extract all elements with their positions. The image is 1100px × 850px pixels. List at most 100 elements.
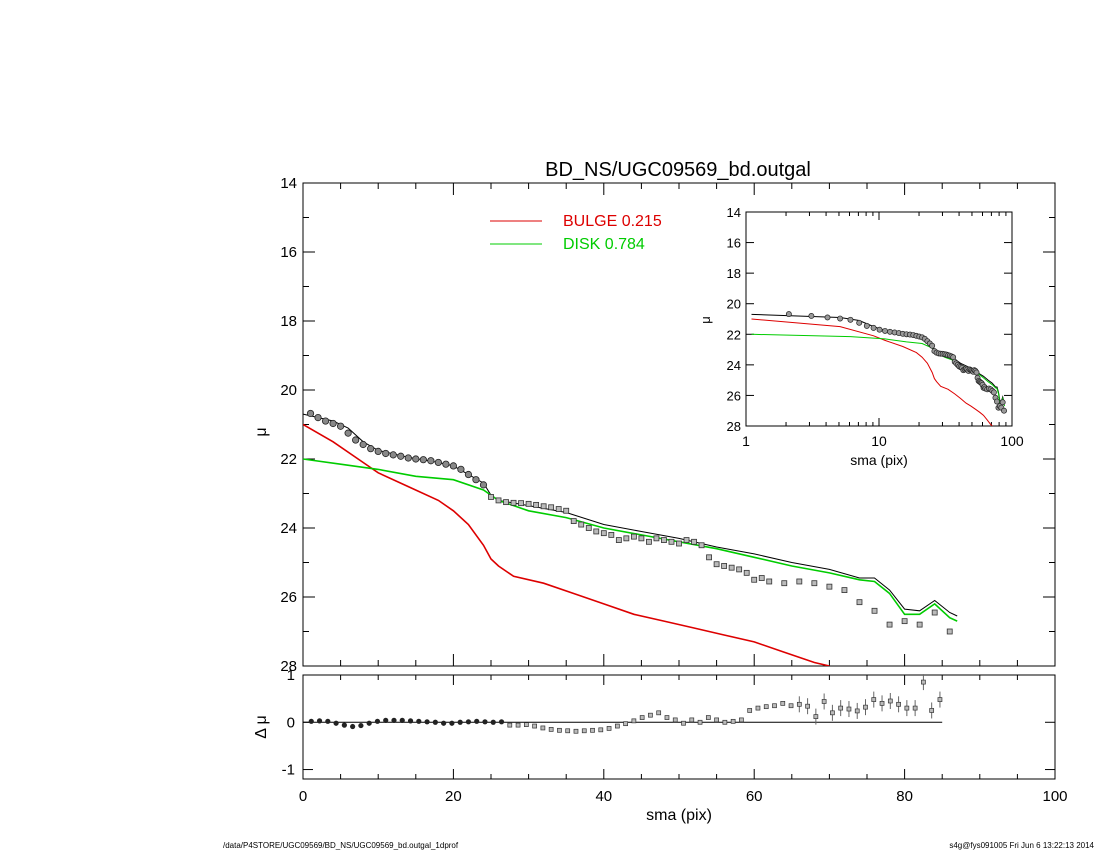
data-point	[871, 607, 878, 614]
residual-point	[689, 717, 695, 723]
data-point	[901, 618, 908, 625]
inset-xtick-label: 100	[1000, 433, 1024, 449]
data-point	[661, 537, 667, 543]
main-ytick-label: 20	[280, 382, 297, 399]
residual-point	[830, 710, 835, 716]
residual-point	[623, 721, 628, 727]
residual-point	[316, 718, 323, 724]
inset-data-point	[994, 398, 1000, 405]
data-point	[856, 599, 863, 606]
main-ylabel: μ	[253, 427, 270, 436]
inset-ytick-label: 16	[727, 236, 741, 251]
residual-point	[846, 706, 852, 712]
data-point	[766, 578, 773, 585]
residual-xtick-label: 20	[445, 788, 462, 805]
data-point	[533, 501, 540, 508]
main-ytick-label: 28	[280, 658, 297, 675]
inset-ytick-label: 14	[727, 205, 741, 220]
residual-point	[465, 719, 472, 725]
residual-point	[904, 705, 910, 711]
residual-point	[449, 720, 455, 726]
residual-point	[308, 718, 314, 724]
data-point	[427, 457, 435, 465]
residual-point	[639, 715, 645, 720]
data-point	[503, 499, 509, 506]
residual-point	[474, 718, 480, 724]
residual-point	[672, 717, 678, 723]
data-point	[555, 506, 562, 512]
inset-data-point	[882, 327, 888, 334]
data-point	[668, 538, 675, 545]
main-ytick-label: 26	[280, 589, 297, 606]
residual-point	[730, 718, 736, 724]
residual-point	[366, 720, 372, 726]
main-ytick-label: 24	[280, 520, 297, 537]
data-point	[412, 455, 420, 463]
data-point	[811, 580, 818, 587]
data-point	[367, 445, 375, 453]
residual-point	[424, 719, 430, 725]
data-point	[578, 521, 585, 528]
data-point	[728, 564, 735, 571]
residual-point	[590, 727, 595, 733]
residual-point	[498, 719, 505, 725]
residual-point	[341, 722, 347, 728]
residual-point	[399, 717, 405, 723]
residual-point	[407, 718, 414, 724]
data-point	[570, 518, 577, 524]
residual-point	[796, 701, 802, 707]
residual-xtick-label: 80	[896, 788, 913, 805]
residual-point	[912, 705, 918, 711]
data-point	[563, 507, 570, 514]
residual-point	[763, 704, 769, 710]
inset-tick-labels: 14 16 18 20 22 24 26 281 10 100	[727, 205, 1024, 449]
residual-point	[805, 703, 810, 709]
residual-point	[838, 705, 844, 711]
data-point	[676, 540, 682, 547]
data-point	[389, 451, 397, 459]
data-point	[593, 528, 600, 535]
main-ytick-label: 16	[280, 244, 297, 261]
data-point	[646, 538, 652, 545]
residual-point	[523, 722, 529, 727]
inset-data-point	[863, 322, 870, 329]
inset-data-point	[785, 311, 792, 318]
data-point	[306, 409, 315, 418]
residual-point	[929, 708, 935, 713]
residual-point	[507, 722, 513, 728]
residual-ylabel: Δ μ	[253, 715, 270, 738]
data-point	[434, 458, 442, 467]
bulge-model-line	[303, 423, 830, 666]
inset-data-point	[847, 316, 854, 323]
residual-point	[598, 727, 604, 733]
inset-tick-marks	[745, 211, 1012, 427]
data-point	[743, 569, 750, 576]
residual-point	[772, 703, 777, 709]
inset-ytick-label: 28	[727, 419, 741, 434]
residual-point	[739, 717, 744, 723]
residual-point	[714, 717, 719, 723]
inset-xlabel: sma (pix)	[850, 452, 908, 468]
residual-point	[482, 719, 488, 725]
inset-ytick-label: 26	[727, 388, 741, 403]
residual-point	[557, 727, 562, 733]
inset-data-point	[929, 342, 936, 349]
data-point	[449, 462, 457, 470]
residual-point	[921, 679, 926, 685]
data-point	[464, 470, 473, 479]
inset-ytick-label: 20	[727, 297, 741, 312]
inset-data-point	[837, 315, 844, 322]
data-point	[525, 500, 532, 507]
residual-point	[457, 719, 463, 725]
inset-data-point	[870, 324, 877, 331]
residual-point	[896, 701, 901, 707]
residual-point	[548, 727, 554, 732]
main-data-layer	[303, 409, 958, 666]
residual-point	[854, 708, 860, 714]
inset-data-point	[824, 314, 831, 321]
data-point	[691, 538, 697, 545]
residual-point	[432, 719, 438, 725]
data-point	[841, 587, 848, 593]
residual-point	[374, 718, 381, 724]
data-point	[706, 554, 712, 561]
